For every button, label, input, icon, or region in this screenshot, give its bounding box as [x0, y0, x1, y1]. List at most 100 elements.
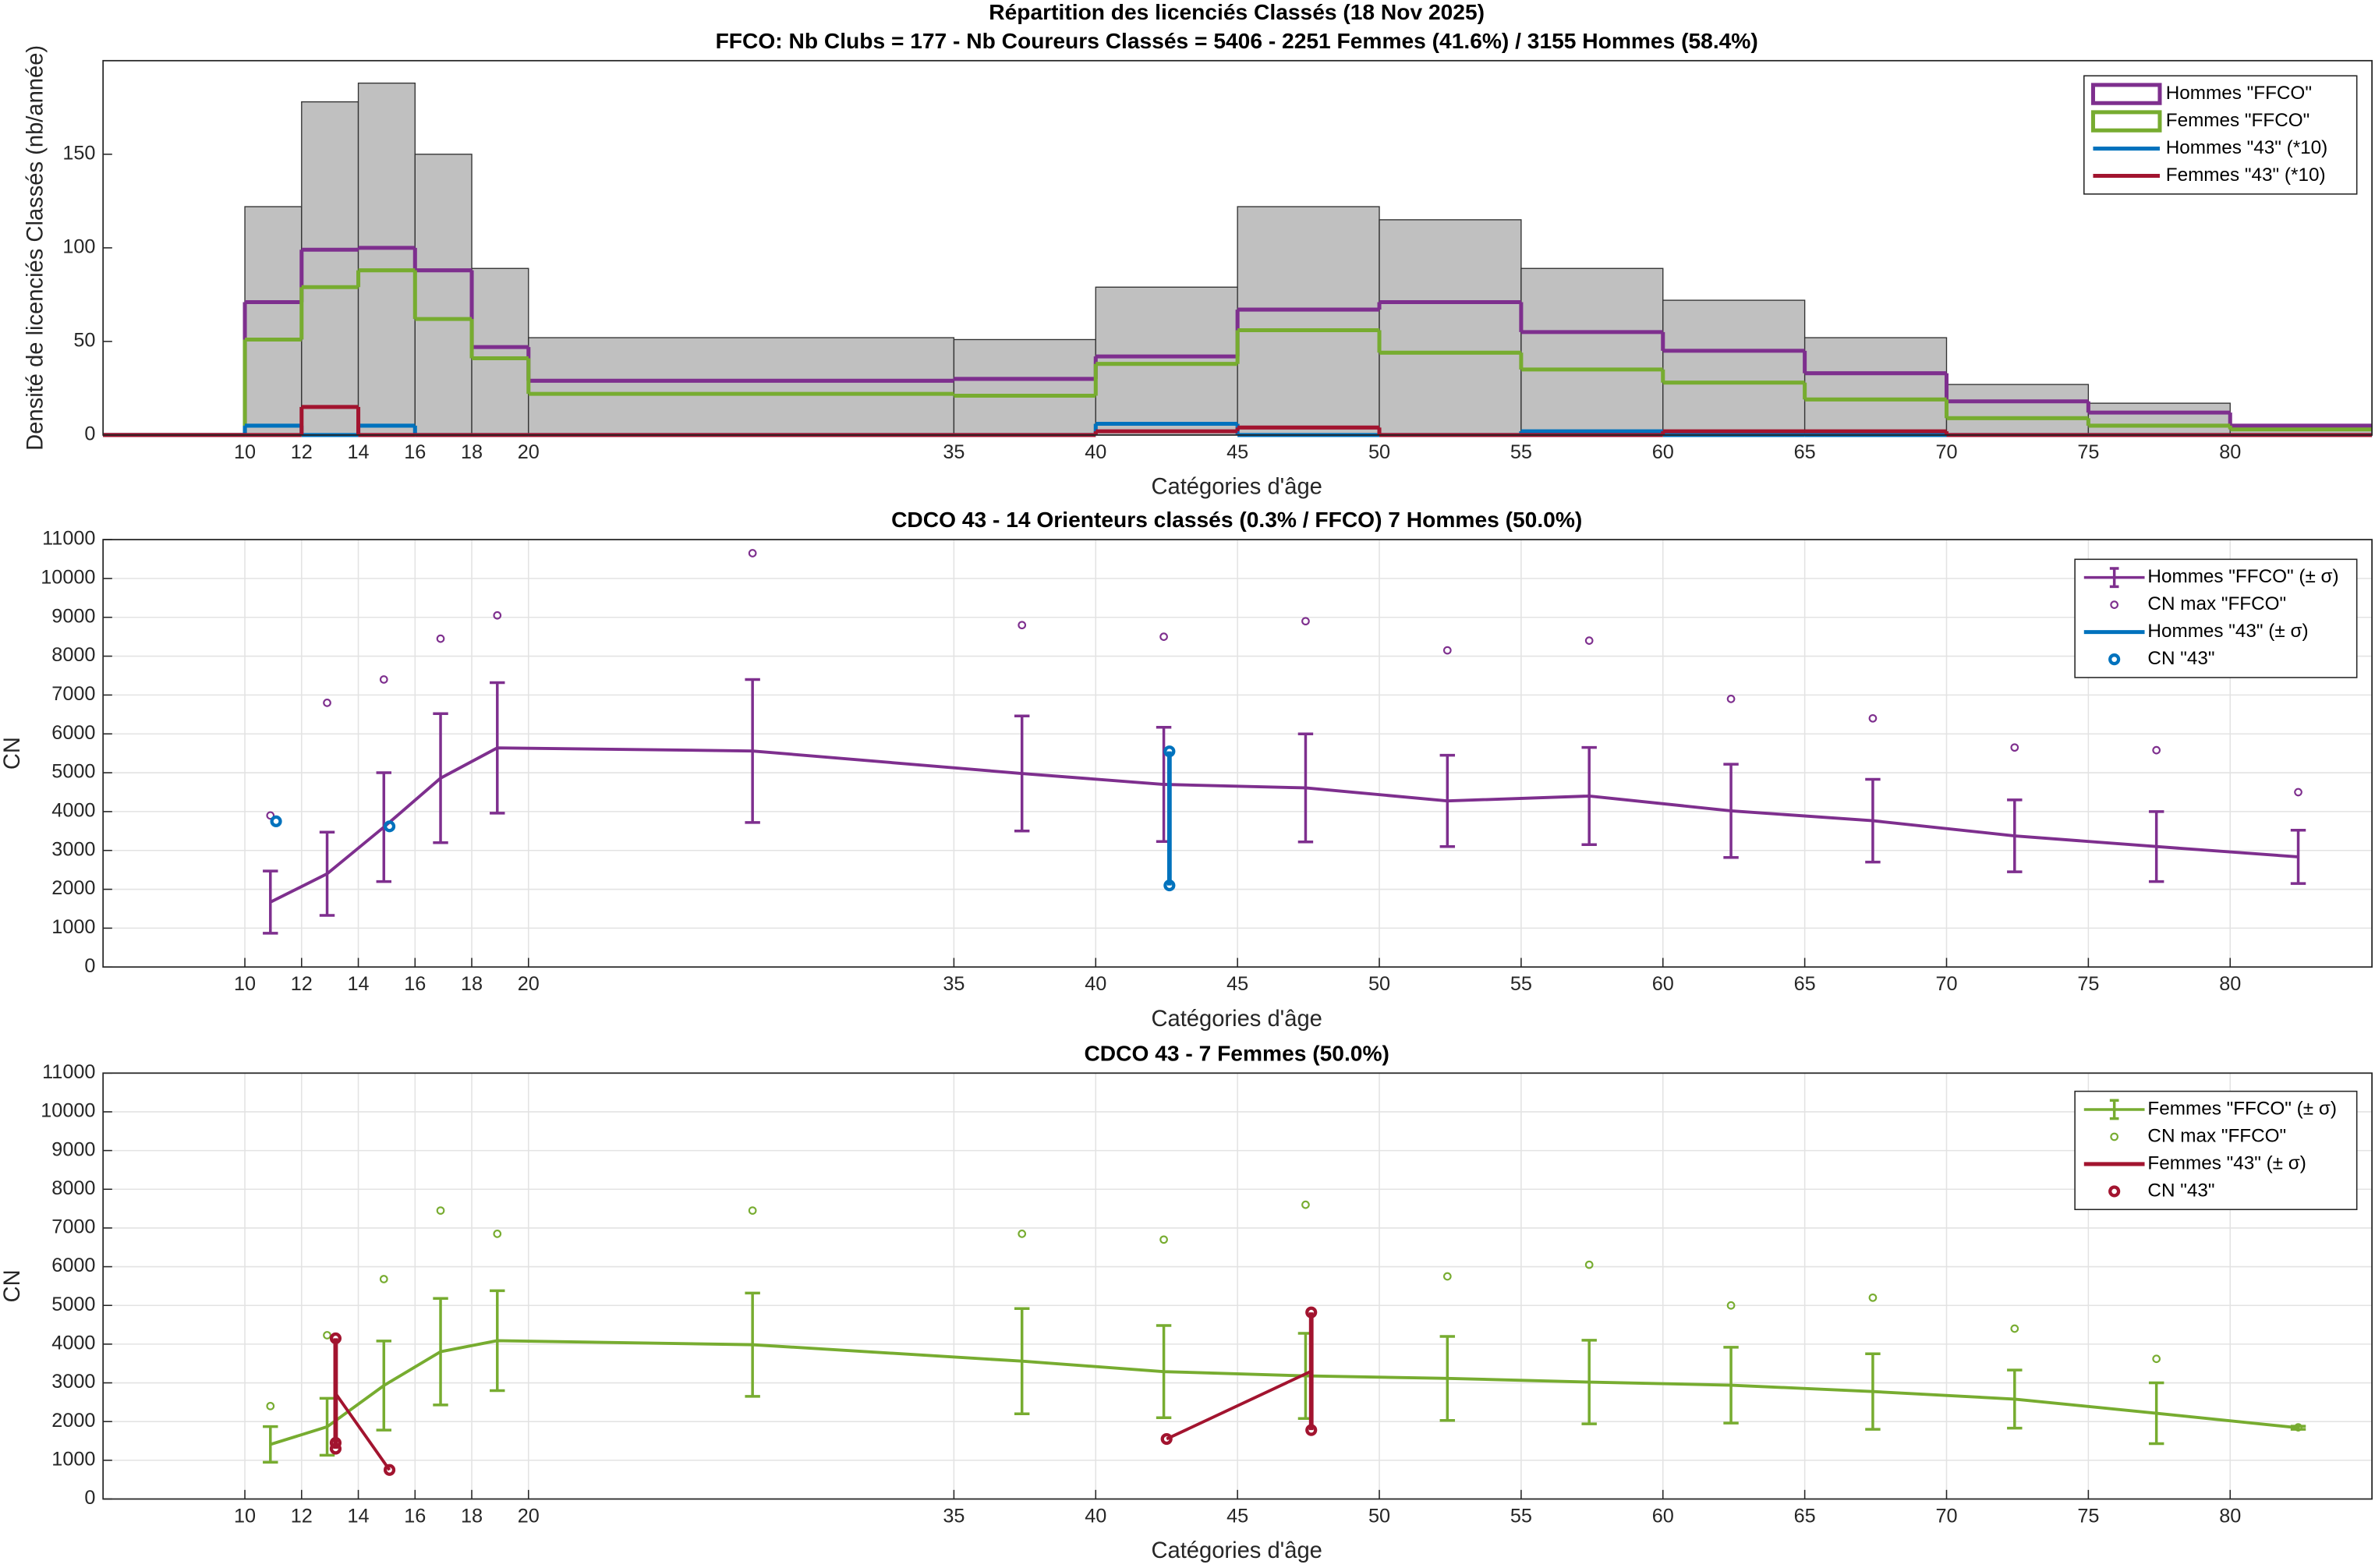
scatter-point [383, 1464, 396, 1476]
x-tick-label: 65 [1794, 1506, 1816, 1527]
x-tick-label: 14 [348, 441, 370, 463]
x-tick-label: 60 [1652, 441, 1674, 463]
error-bar [2007, 798, 2023, 873]
scatter-point [493, 611, 502, 620]
x-axis-label: Catégories d'âge [1151, 475, 1322, 500]
axes-box [102, 1072, 2373, 1500]
x-tick-label: 60 [1652, 1506, 1674, 1527]
y-tick-label: 4000 [51, 1333, 95, 1354]
scatter-point [748, 549, 757, 557]
y-tick-label: 0 [84, 1487, 95, 1509]
scatter-point [1305, 1306, 1318, 1318]
scatter-point [1868, 1293, 1878, 1302]
error-bar [745, 678, 760, 824]
x-tick-label: 70 [1935, 1506, 1957, 1527]
y-tick-label: 11000 [42, 1061, 95, 1083]
error-bar [490, 681, 505, 815]
legend-label: Femmes "FFCO" [2166, 110, 2310, 131]
legend-label: Hommes "FFCO" (± σ) [2147, 566, 2338, 587]
scatter-point [270, 815, 282, 827]
y-tick-label: 0 [84, 955, 95, 977]
legend-icon [2083, 1099, 2145, 1120]
scatter-point [1584, 1260, 1594, 1269]
x-tick-label: 80 [2219, 973, 2241, 995]
x-tick-label: 50 [1368, 441, 1390, 463]
histogram-bar [301, 101, 359, 436]
error-bar [2148, 1381, 2164, 1446]
scatter-point [1442, 1272, 1452, 1281]
histogram-bar [357, 82, 416, 436]
error-bar [1014, 1307, 1030, 1416]
x-tick-label: 70 [1935, 973, 1957, 995]
histogram-bar [953, 338, 1096, 436]
error-bar [2290, 829, 2306, 885]
x-tick-label: 40 [1085, 441, 1106, 463]
scatter-point [436, 634, 445, 643]
scatter-point [1163, 745, 1176, 758]
x-tick-label: 18 [461, 973, 483, 995]
chart-title: CDCO 43 - 14 Orienteurs classés (0.3% / … [891, 507, 1582, 532]
scatter-point [266, 1401, 275, 1410]
y-tick-label: 7000 [51, 1216, 95, 1238]
y-axis-label: CN [0, 737, 25, 770]
scatter-point [266, 811, 275, 820]
legend-label: Femmes "FFCO" (± σ) [2147, 1098, 2336, 1119]
error-bar [376, 1340, 392, 1432]
error-bar [263, 869, 278, 935]
x-tick-label: 45 [1226, 1506, 1248, 1527]
scatter-point [1159, 1235, 1168, 1244]
histogram-bar [1945, 384, 2090, 436]
legend-icon [2110, 1132, 2119, 1141]
scatter-point [323, 699, 331, 707]
scatter-point [1159, 632, 1168, 641]
x-tick-label: 80 [2219, 1506, 2241, 1527]
y-tick-label: 6000 [51, 722, 95, 744]
error-bar [1156, 1324, 1172, 1419]
y-tick-label: 3000 [51, 838, 95, 860]
error-bar [319, 1396, 335, 1457]
x-tick-label: 75 [2077, 1506, 2099, 1527]
legend-label: Femmes "43" (± σ) [2147, 1152, 2306, 1173]
y-tick-label: 2000 [51, 1410, 95, 1432]
y-tick-label: 10000 [41, 1100, 95, 1122]
error-bar [490, 1289, 505, 1393]
scatter-point [1442, 646, 1452, 655]
y-tick-label: 1000 [51, 916, 95, 938]
y-tick-label: 0 [84, 423, 95, 445]
error-bar [1581, 745, 1597, 846]
x-tick-label: 55 [1510, 1506, 1532, 1527]
error-bar [433, 712, 448, 844]
error-bar [1865, 777, 1881, 864]
x-tick-label: 12 [291, 441, 313, 463]
x-tick-label: 16 [404, 441, 426, 463]
scatter-point [1584, 636, 1594, 645]
series-line [269, 746, 2299, 904]
legend-box [2074, 1090, 2358, 1211]
scatter-point [493, 1230, 502, 1238]
x-tick-label: 80 [2219, 441, 2241, 463]
y-tick-label: 7000 [51, 683, 95, 705]
y-tick-label: 8000 [51, 644, 95, 666]
scatter-point [1726, 1301, 1736, 1310]
histogram-bar [471, 267, 529, 436]
histogram-bar [1237, 206, 1380, 436]
legend-label: Hommes "FFCO" [2166, 83, 2312, 104]
scatter-point [379, 675, 388, 684]
x-tick-label: 40 [1085, 973, 1106, 995]
legend-icon [2083, 567, 2145, 589]
x-tick-label: 12 [291, 973, 313, 995]
error-bar [319, 830, 335, 917]
x-tick-label: 65 [1794, 973, 1816, 995]
error-bar [1014, 714, 1030, 833]
histogram-bar [1520, 267, 1664, 436]
x-tick-label: 35 [943, 441, 965, 463]
x-tick-label: 18 [461, 441, 483, 463]
x-tick-label: 20 [518, 1506, 540, 1527]
series-line [270, 1339, 2299, 1446]
scatter-point [1868, 713, 1878, 723]
y-tick-label: 1000 [51, 1449, 95, 1471]
x-tick-label: 75 [2077, 973, 2099, 995]
x-tick-label: 55 [1510, 973, 1532, 995]
